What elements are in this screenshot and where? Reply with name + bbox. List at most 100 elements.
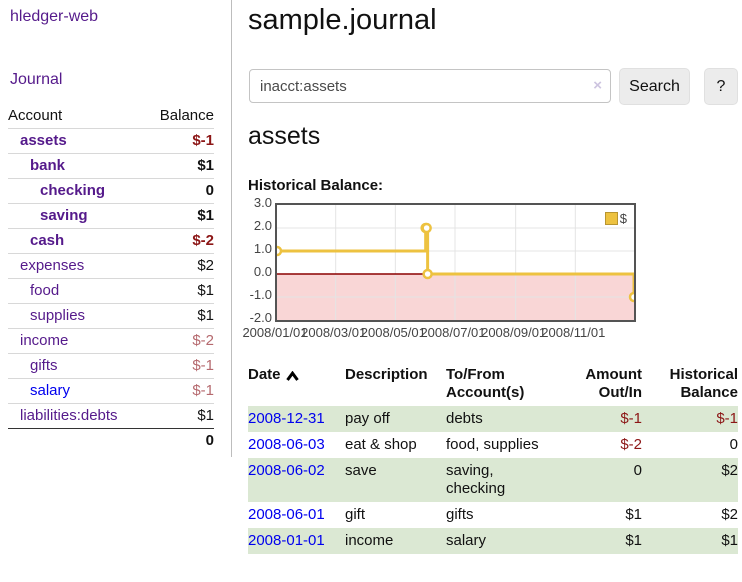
sidebar-account-food[interactable]: food	[30, 282, 60, 299]
clear-search-icon[interactable]: ×	[593, 77, 602, 94]
transaction-description: eat & shop	[345, 436, 417, 453]
sidebar-item-journal[interactable]: Journal	[10, 71, 63, 88]
x-axis-tick: 2008/07/01	[420, 325, 486, 340]
sort-ascending-caret-icon	[285, 370, 299, 381]
transaction-date-link[interactable]: 2008-06-01	[248, 506, 325, 523]
sidebar-account-gifts[interactable]: gifts	[30, 357, 58, 374]
account-balance: $-1	[192, 382, 214, 399]
account-row: assets $-1	[8, 128, 214, 153]
accounts-total-value: 0	[205, 432, 214, 449]
accounts-table-header: Account Balance	[8, 104, 214, 128]
transaction-accounts: salary	[446, 532, 487, 549]
chart-title-label: Historical Balance:	[248, 177, 384, 194]
x-axis-tick: 2008/03/01	[301, 325, 367, 340]
account-balance: $-2	[192, 332, 214, 349]
sidebar-account-bank[interactable]: bank	[30, 157, 66, 174]
x-axis-tick: 2008/05/01	[360, 325, 426, 340]
account-balance: $1	[197, 282, 214, 299]
account-balance: $-2	[192, 232, 214, 249]
sidebar-account-cash[interactable]: cash	[30, 232, 65, 249]
page-title: sample.journal	[248, 4, 437, 36]
transactions-table-header: Date Description To/From Account(s) Amou…	[248, 362, 738, 406]
account-row: cash $-2	[8, 228, 214, 253]
search-input[interactable]	[249, 69, 611, 103]
transaction-date-link[interactable]: 2008-06-03	[248, 436, 325, 453]
header-amount-outin: Amount Out/In	[585, 366, 642, 401]
accounts-header-balance: Balance	[159, 107, 214, 124]
sidebar-account-liabilities-debts[interactable]: liabilities:debts	[20, 407, 118, 424]
transaction-description: pay off	[345, 410, 390, 427]
transaction-row: 2008-06-03 eat & shop food, supplies $-2…	[248, 432, 738, 458]
transaction-description: gift	[345, 506, 366, 523]
account-balance: $-1	[192, 357, 214, 374]
account-row: liabilities:debts $1	[8, 403, 214, 428]
account-heading: assets	[248, 122, 321, 150]
transaction-accounts: food, supplies	[446, 436, 539, 453]
app-brand-link[interactable]: hledger-web	[10, 8, 99, 25]
account-balance: 0	[205, 182, 214, 199]
y-axis-tick: 2.0	[253, 218, 272, 233]
account-row: saving $1	[8, 203, 214, 228]
transaction-description: income	[345, 532, 394, 549]
account-balance: $1	[197, 307, 214, 324]
accounts-header-account: Account	[8, 107, 63, 124]
search-button[interactable]: Search	[619, 68, 690, 105]
y-axis-tick: 0.0	[253, 264, 272, 279]
legend-swatch-icon	[604, 212, 618, 225]
historical-balance-chart: $ 3.0 2.0 1.0 0.0 -1.0 -2.0 2008/01/01 2008/03/…	[242, 195, 672, 348]
chart-plot-area: $	[275, 203, 636, 322]
chart-canvas	[277, 205, 634, 320]
account-row: salary $-1	[8, 378, 214, 403]
transaction-date-link[interactable]: 2008-06-02	[248, 462, 325, 479]
account-row: bank $1	[8, 153, 214, 178]
transaction-balance: $1	[721, 532, 738, 549]
transaction-row: 2008-12-31 pay off debts $-1 $-1	[248, 406, 738, 432]
account-balance: $1	[197, 207, 214, 224]
account-row: checking 0	[8, 178, 214, 203]
sidebar: hledger-web Journal Account Balance asse…	[0, 0, 232, 457]
x-axis-tick: 2008/11/01	[541, 325, 606, 340]
sidebar-account-supplies[interactable]: supplies	[30, 307, 86, 324]
transaction-row: 2008-01-01 income salary $1 $1	[248, 528, 738, 554]
transaction-accounts: debts	[446, 410, 483, 427]
account-row: supplies $1	[8, 303, 214, 328]
search-bar: × Search ?	[249, 68, 741, 106]
transactions-table: Date Description To/From Account(s) Amou…	[248, 362, 738, 554]
accounts-table: Account Balance assets $-1 bank $1 check…	[8, 104, 214, 453]
accounts-total-row: 0	[8, 428, 214, 453]
y-axis-tick: -1.0	[249, 287, 272, 302]
x-axis-tick: 2008/01/01	[242, 325, 308, 340]
help-button[interactable]: ?	[704, 68, 738, 105]
sidebar-account-saving[interactable]: saving	[40, 207, 88, 224]
transaction-accounts: gifts	[446, 506, 474, 523]
account-row: expenses $2	[8, 253, 214, 278]
header-date[interactable]: Date	[248, 366, 281, 383]
transaction-date-link[interactable]: 2008-12-31	[248, 410, 325, 427]
sidebar-account-expenses[interactable]: expenses	[20, 257, 85, 274]
y-axis-tick: -2.0	[249, 310, 272, 325]
transaction-amount: $1	[625, 506, 642, 523]
sidebar-account-salary[interactable]: salary	[30, 382, 71, 399]
account-balance: $2	[197, 257, 214, 274]
header-historical-balance: Historical Balance	[669, 366, 738, 401]
transaction-amount: 0	[633, 462, 642, 479]
transaction-date-link[interactable]: 2008-01-01	[248, 532, 325, 549]
header-tofrom-accounts: To/From Account(s)	[446, 366, 525, 401]
main-content: sample.journal × Search ? assets Histori…	[242, 0, 742, 582]
sidebar-account-checking[interactable]: checking	[40, 182, 106, 199]
transaction-balance: $2	[721, 506, 738, 523]
x-axis-tick: 2008/09/01	[481, 325, 547, 340]
transaction-row: 2008-06-01 gift gifts $1 $2	[248, 502, 738, 528]
transaction-accounts: saving, checking	[446, 462, 506, 497]
transaction-amount: $1	[625, 532, 642, 549]
legend-label: $	[619, 211, 627, 226]
y-axis-tick: 1.0	[253, 241, 272, 256]
y-axis-tick: 3.0	[253, 195, 272, 210]
transaction-amount: $-2	[620, 436, 642, 453]
sidebar-account-assets[interactable]: assets	[20, 132, 67, 149]
account-balance: $1	[197, 407, 214, 424]
transaction-balance: $2	[721, 462, 738, 479]
transaction-row: 2008-06-02 save saving, checking 0 $2	[248, 458, 738, 502]
transaction-balance: 0	[729, 436, 738, 453]
sidebar-account-income[interactable]: income	[20, 332, 69, 349]
